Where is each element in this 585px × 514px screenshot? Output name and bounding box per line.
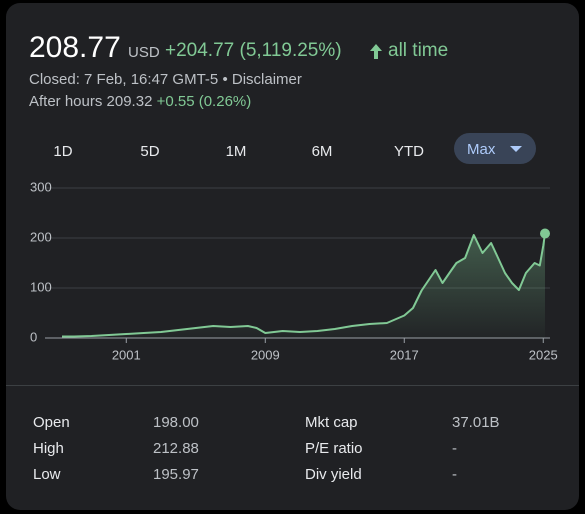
range-button[interactable]: 5D	[140, 143, 160, 160]
stat-label: Low	[33, 466, 61, 483]
range-button-selected[interactable]: Max	[454, 133, 536, 164]
y-tick-label: 100	[30, 279, 52, 294]
range-button[interactable]: 1M	[225, 143, 247, 160]
y-tick-label: 300	[30, 179, 52, 194]
period: all time	[388, 40, 449, 61]
price-line	[62, 233, 546, 338]
stat-value: 37.01B	[452, 414, 500, 431]
up-arrow	[370, 44, 382, 59]
stat-value: 195.97	[153, 466, 199, 483]
stat-value: 212.88	[153, 440, 199, 457]
price: 208.77	[29, 31, 121, 64]
stat-label: P/E ratio	[305, 440, 363, 457]
after-hours-change: +0.55 (0.26%)	[156, 93, 252, 110]
change: +204.77 (5,119.25%)	[165, 40, 342, 61]
divider	[6, 385, 579, 386]
y-tick-label: 200	[30, 229, 52, 244]
range-label[interactable]: Max	[467, 141, 496, 158]
chart: 0 100 200 300 2001 2009 2017 2025	[30, 179, 558, 362]
closed: Closed: 7 Feb, 16:47 GMT-5	[29, 71, 219, 88]
y-tick-label: 0	[30, 329, 37, 344]
stat-value: -	[452, 466, 457, 483]
x-tick-label: 2025	[529, 347, 558, 362]
stat-label: Mkt cap	[305, 414, 358, 431]
stat-label: High	[33, 440, 64, 457]
end-dot	[540, 228, 550, 239]
stat-label: Div yield	[305, 466, 362, 483]
stat-label: Open	[33, 414, 70, 431]
dropdown-icon[interactable]	[509, 145, 523, 153]
x-tick-label: 2009	[251, 347, 280, 362]
separator: •	[222, 71, 228, 88]
disclaimer[interactable]: Disclaimer	[231, 71, 302, 88]
stat-value: 198.00	[153, 414, 199, 431]
after-hours: After hours 209.32	[29, 93, 153, 110]
stat-value: -	[452, 440, 457, 457]
range-button[interactable]: 6M	[311, 143, 333, 160]
x-tick-label: 2017	[390, 347, 419, 362]
range-button[interactable]: 1D	[53, 143, 73, 160]
currency: USD	[128, 44, 160, 61]
range-button[interactable]: YTD	[394, 143, 424, 160]
x-tick-label: 2001	[112, 347, 141, 362]
area	[62, 233, 545, 338]
